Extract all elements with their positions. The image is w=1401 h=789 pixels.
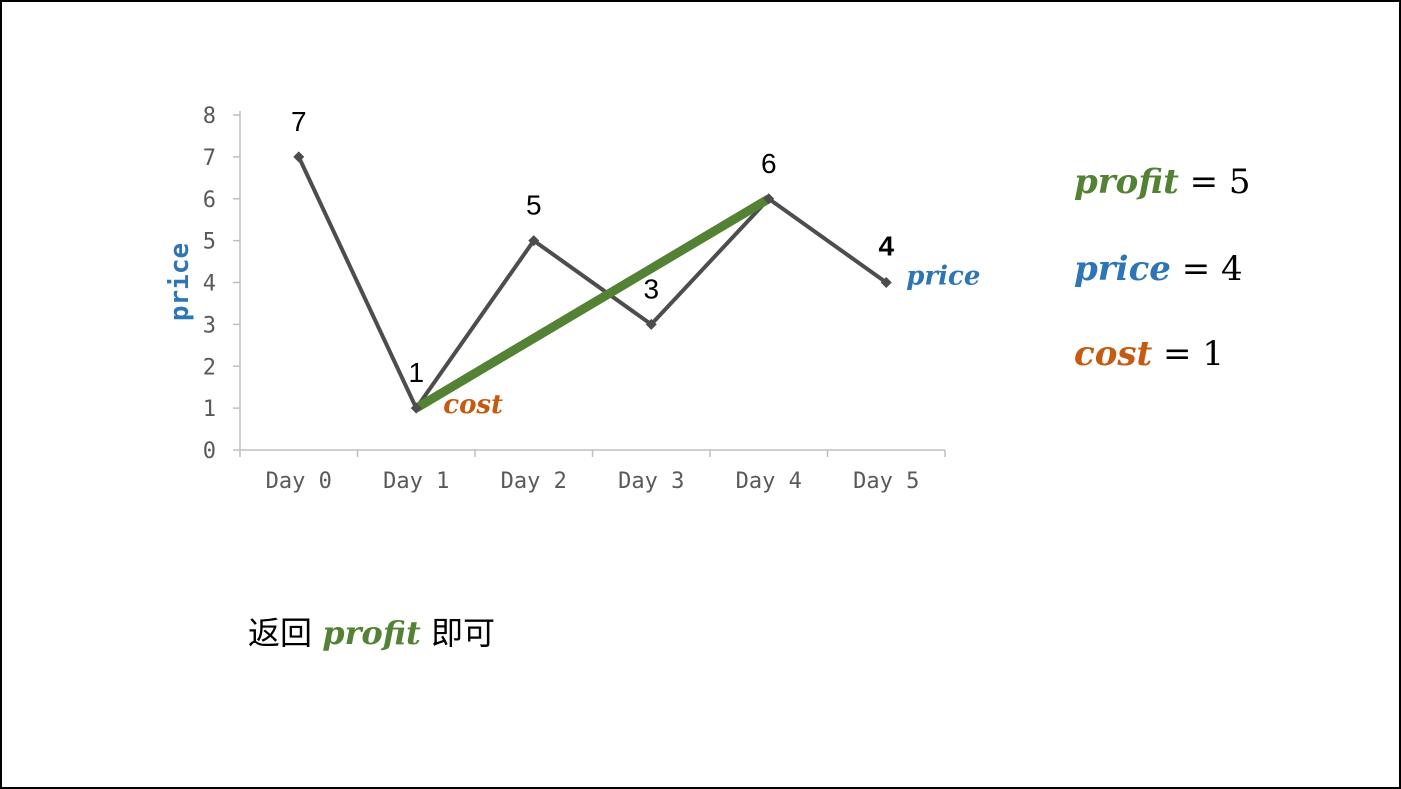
x-tick-label: Day 5 [853,469,919,494]
profit-operator: = [1178,162,1229,202]
x-tick-label: Day 2 [501,469,567,494]
data-label: 4 [878,231,894,262]
y-axis-label: price [165,243,195,321]
data-point-marker [410,402,422,414]
x-tick-label: Day 3 [618,469,684,494]
y-tick-label: 5 [203,230,216,255]
cost-annotation: cost [443,390,503,420]
price-value: 4 [1221,249,1243,289]
equation-profit: profit = 5 [1074,162,1251,202]
data-label: 6 [761,148,777,179]
data-point-marker [528,235,540,247]
y-tick-label: 0 [203,439,216,464]
profit-segment-line [413,194,772,412]
y-tick-label: 1 [203,397,216,422]
footer-prefix: 返回 [248,614,323,652]
footer-profit-variable: profit [322,614,421,652]
x-tick-label: Day 4 [736,469,802,494]
y-tick-label: 4 [203,272,216,297]
price-series-line [296,156,888,413]
y-tick-label: 3 [203,313,216,338]
y-tick-label: 6 [203,188,216,213]
cost-value: 1 [1202,334,1224,374]
profit-value: 5 [1228,162,1251,202]
cost-variable: cost [1074,334,1153,374]
data-point-marker [645,318,657,330]
data-label: 7 [291,106,307,137]
footer-text: 返回 profit 即可 [248,608,495,654]
equation-price: price = 4 [1074,249,1243,289]
data-point-marker [293,151,305,163]
data-point-marker [880,277,892,288]
x-tick-label: Day 1 [383,469,449,494]
data-label: 3 [643,273,659,304]
price-operator: = [1170,249,1222,289]
y-tick-label: 7 [203,146,216,171]
equation-cost: cost = 1 [1074,334,1224,374]
data-point-marker [763,193,775,205]
profit-variable: profit [1074,162,1179,202]
price-variable: price [1074,249,1171,289]
footer-suffix: 即可 [420,614,495,652]
data-label: 1 [408,357,424,388]
price-annotation: price [906,262,980,292]
cost-operator: = [1152,334,1203,374]
y-tick-label: 2 [203,355,216,380]
y-tick-label: 8 [203,104,216,129]
data-label: 5 [526,190,542,221]
x-tick-label: Day 0 [266,469,332,494]
